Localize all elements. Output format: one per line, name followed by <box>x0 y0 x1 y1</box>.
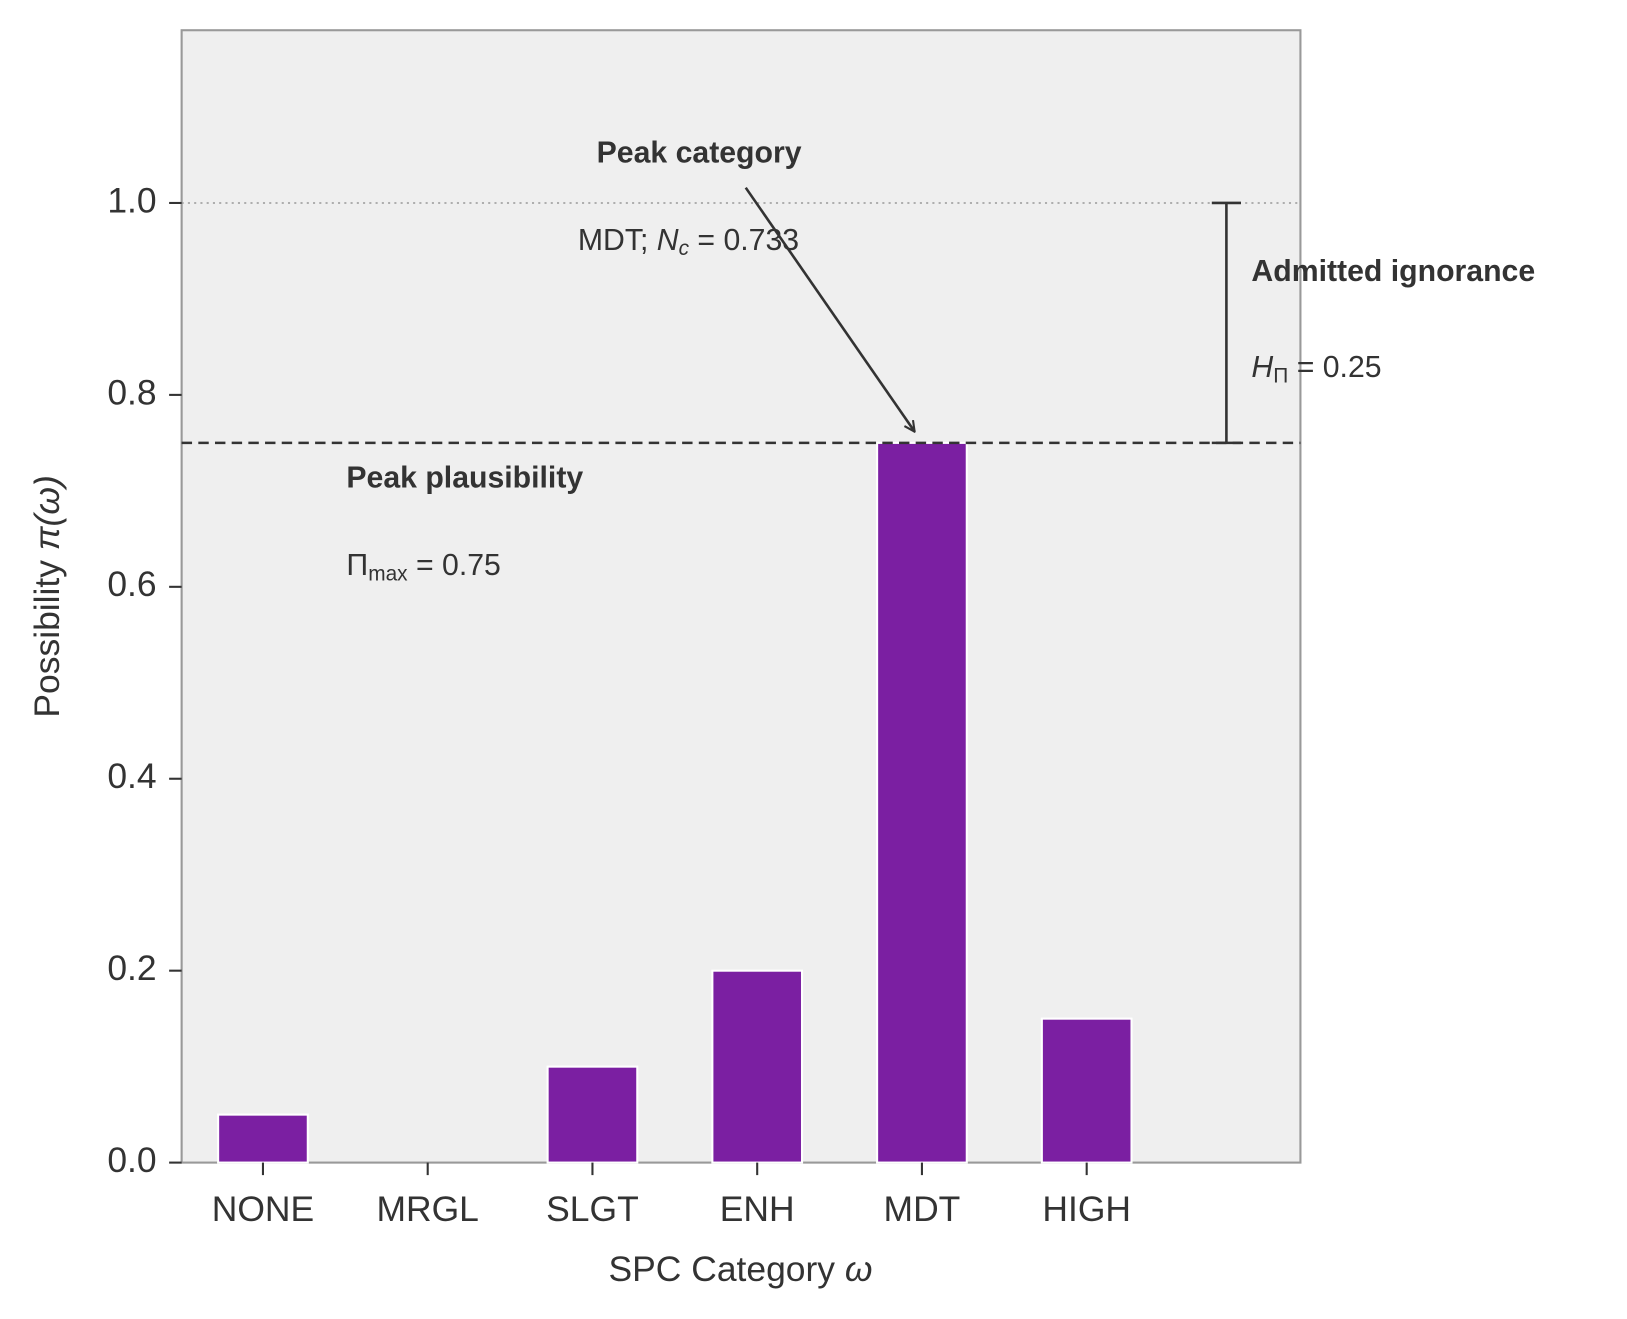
marks <box>181 202 1301 1164</box>
x-tick-label: MRGL <box>377 1189 479 1229</box>
y-tick-label: 0.2 <box>107 948 156 988</box>
y-tick-label: 0.4 <box>107 756 156 796</box>
bar <box>217 1113 309 1164</box>
annotation-text: MDT; Nc = 0.733 <box>578 224 799 260</box>
x-tick-label: HIGH <box>1042 1189 1131 1229</box>
bar <box>1040 1017 1133 1164</box>
annotation-title: Peak category <box>597 136 802 169</box>
bar <box>876 441 968 1164</box>
annotation-text: HΠ = 0.25 <box>1251 351 1381 387</box>
annotation-arrow <box>744 186 915 432</box>
x-tick-label: SLGT <box>546 1189 639 1229</box>
x-axis-label: SPC Category ω <box>609 1249 873 1289</box>
y-tick-label: 0.6 <box>107 564 156 604</box>
y-axis-label: Possibility π(ω) <box>28 475 68 717</box>
y-tick-label: 0.0 <box>107 1140 156 1180</box>
annotation-title: Peak plausibility <box>346 462 583 495</box>
x-tick-label: MDT <box>884 1189 961 1229</box>
x-tick-label: ENH <box>720 1189 795 1229</box>
bar <box>546 1065 639 1164</box>
y-tick-label: 1.0 <box>107 180 156 220</box>
x-tick-label: NONE <box>212 1189 314 1229</box>
y-tick-label: 0.8 <box>107 372 156 412</box>
bar <box>711 969 804 1164</box>
annotation-title: Admitted ignorance <box>1251 255 1535 288</box>
annotation-text: Πmax = 0.75 <box>346 549 500 585</box>
ignorance-bracket <box>1211 201 1242 445</box>
